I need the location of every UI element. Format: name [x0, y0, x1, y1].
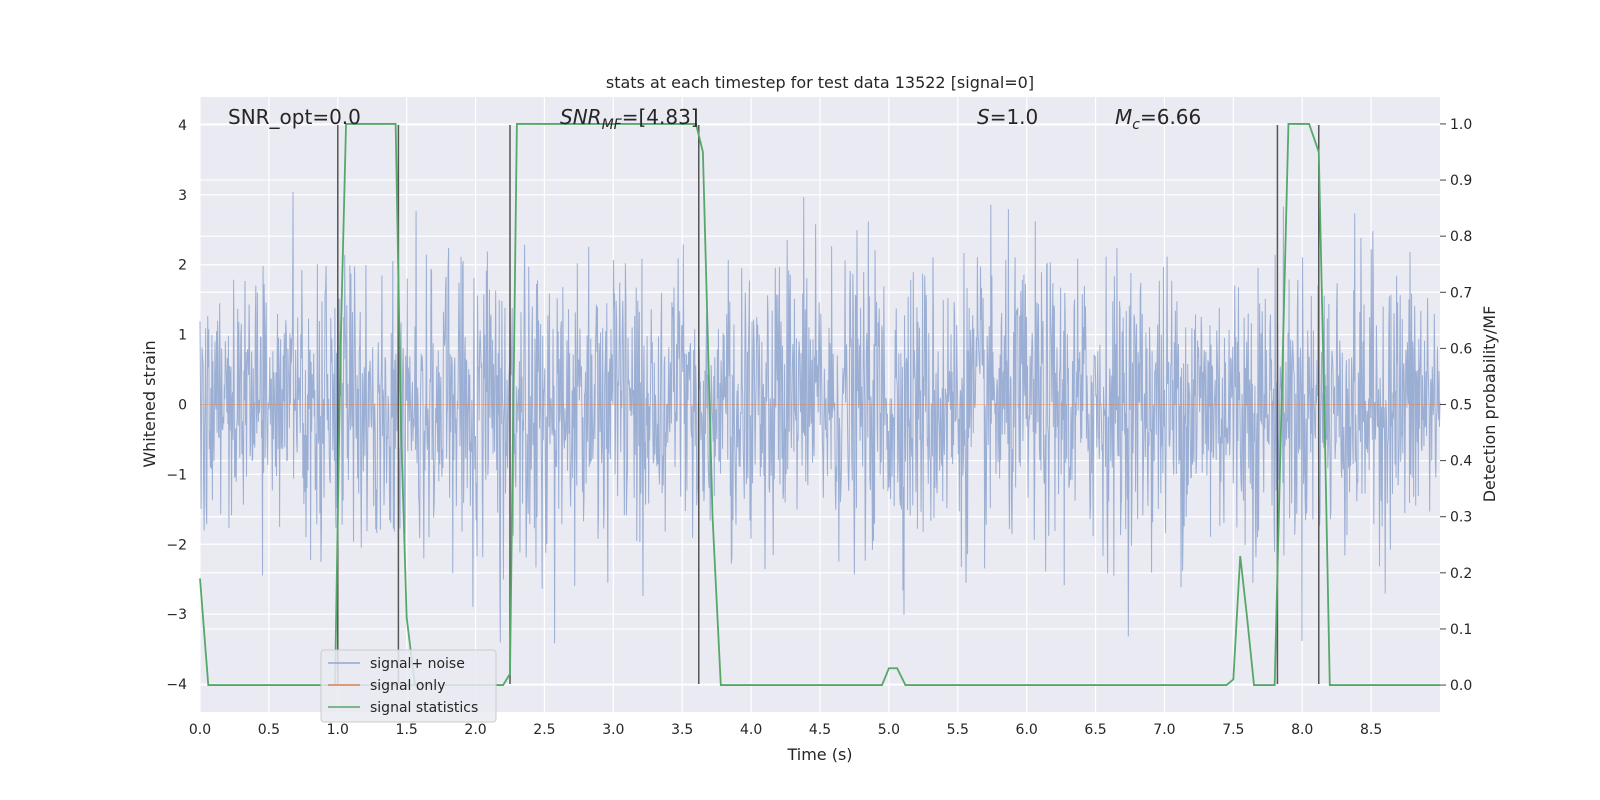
x-tick-label: 7.5 — [1222, 722, 1244, 738]
y2-tick-label: 0.6 — [1450, 341, 1472, 357]
x-tick-label: 3.0 — [602, 722, 624, 738]
y2-tick-label: 0.5 — [1450, 398, 1472, 414]
annotation-mc-value: =6.66 — [1140, 105, 1201, 129]
signal-statistics-series — [199, 123, 1440, 686]
x-tick-label: 6.0 — [1016, 722, 1038, 738]
y-tick-label: −2 — [166, 537, 187, 553]
annotation-snr-mf-value: =[4.83] — [622, 105, 699, 129]
x-tick-label: 1.5 — [396, 722, 418, 738]
y-axis-label: Whitened strain — [140, 340, 159, 467]
x-tick-label: 0.5 — [258, 722, 280, 738]
x-tick-label: 8.5 — [1360, 722, 1382, 738]
x-tick-label: 4.5 — [809, 722, 831, 738]
x-tick-label: 2.5 — [533, 722, 555, 738]
y-ticks: 4 3 2 1 0 −1 −2 −3 −4 — [166, 118, 187, 693]
x-tick-label: 5.0 — [878, 722, 900, 738]
y2-ticks: 1.0 0.9 0.8 0.7 0.6 0.5 0.4 0.3 0.2 0.1 0.0 — [1440, 117, 1472, 694]
legend-box — [320, 649, 497, 723]
annotation-mc-base: M — [1115, 105, 1132, 129]
y-tick-label: 2 — [178, 258, 187, 274]
y2-tick-label: 0.9 — [1450, 173, 1472, 189]
statistics-line-0 — [199, 123, 1440, 686]
x-tick-label: 2.0 — [464, 722, 486, 738]
y-tick-label: −4 — [166, 677, 187, 693]
x-tick-label: 8.0 — [1291, 722, 1313, 738]
annotation-s: S=1.0 — [977, 105, 1038, 129]
y-tick-label: −3 — [166, 607, 187, 623]
x-tick-label: 4.0 — [740, 722, 762, 738]
annotation-snr-mf-sub: MF — [602, 117, 623, 133]
y2-tick-label: 1.0 — [1450, 117, 1472, 133]
y2-tick-label: 0.1 — [1450, 622, 1472, 638]
x-tick-label: 1.0 — [327, 722, 349, 738]
x-tick-label: 3.5 — [671, 722, 693, 738]
legend-label-statistics: signal statistics — [370, 700, 478, 716]
noise-line — [199, 191, 1441, 644]
y-tick-label: −1 — [166, 467, 187, 483]
annotation-s-value: =1.0 — [990, 105, 1039, 129]
x-tick-label: 0.0 — [189, 722, 211, 738]
x-tick-label: 6.5 — [1084, 722, 1106, 738]
annotation-snr-opt: SNR_opt=0.0 — [228, 105, 361, 129]
legend-label-signal-only: signal only — [370, 678, 445, 694]
y2-axis-label: Detection probability/MF — [1480, 306, 1499, 503]
legend-label-noise: signal+ noise — [370, 656, 465, 672]
x-axis-label: Time (s) — [786, 745, 852, 764]
annotation-snr-mf: SNRMF=[4.83] — [560, 105, 699, 133]
y-tick-label: 1 — [178, 328, 187, 344]
annotation-mc: Mc=6.66 — [1115, 105, 1201, 133]
x-tick-label: 5.5 — [947, 722, 969, 738]
y-tick-label: 0 — [178, 398, 187, 414]
statistics-line-1 — [334, 123, 416, 686]
y2-tick-label: 0.4 — [1450, 454, 1472, 470]
annotation-snr-mf-base: SNR — [560, 105, 602, 129]
y2-tick-label: 0.2 — [1450, 566, 1472, 582]
y2-tick-label: 0.0 — [1450, 678, 1472, 694]
y2-tick-label: 0.8 — [1450, 229, 1472, 245]
x-ticks: 0.0 0.5 1.0 1.5 2.0 2.5 3.0 3.5 4.0 4.5 5.0 5.5 6.0 6… — [189, 722, 1382, 738]
noise-series — [199, 191, 1441, 644]
y2-tick-label: 0.3 — [1450, 510, 1472, 526]
x-tick-label: 7.0 — [1153, 722, 1175, 738]
y-tick-label: 4 — [178, 118, 187, 134]
annotation-mc-sub: c — [1132, 117, 1140, 133]
y-tick-label: 3 — [178, 188, 187, 204]
annotation-s-base: S — [977, 105, 990, 129]
legend: signal+ noise signal only signal statist… — [320, 649, 497, 723]
chart-title: stats at each timestep for test data 135… — [606, 73, 1034, 92]
y2-tick-label: 0.7 — [1450, 285, 1472, 301]
